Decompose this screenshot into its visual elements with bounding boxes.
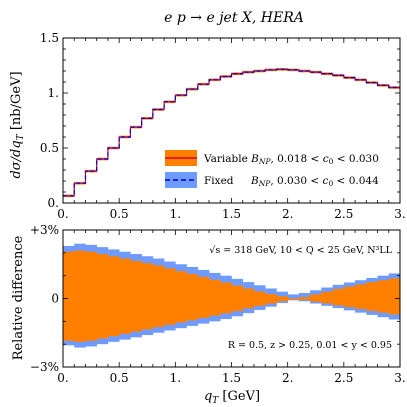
- bottom-band-variable-bin: [130, 260, 142, 332]
- top-x-tick-label: 1.: [170, 207, 181, 221]
- legend: Variable BNP, 0.018 < c0 < 0.030 Fixed B…: [165, 150, 379, 188]
- annotation-cuts: R = 0.5, z > 0.25, 0.01 < y < 0.95: [228, 340, 392, 351]
- bottom-x-tick-label: 1.5: [222, 371, 241, 385]
- bottom-band-variable-bin: [231, 285, 244, 312]
- bottom-panel-bands: [63, 243, 401, 348]
- top-series-line-fixed: [63, 68, 400, 197]
- bottom-band-variable-bin: [63, 251, 75, 341]
- bottom-band-variable-bin: [119, 258, 131, 334]
- top-x-tick-label: 0.: [57, 207, 68, 221]
- bottom-x-tick-label: 0.: [57, 371, 68, 385]
- top-y-tick-label: 0.5: [40, 141, 59, 155]
- bottom-band-variable-bin: [388, 278, 401, 315]
- bottom-band-variable-bin: [85, 251, 97, 341]
- legend-label-fixed: Fixed BNP, 0.030 < c0 < 0.044: [204, 175, 379, 188]
- annotation-kinematics: √s = 318 GeV, 10 < Q < 25 GeV, N³LL: [209, 245, 392, 256]
- top-y-tick-label: 1.: [48, 86, 59, 100]
- bottom-ylabel: Relative difference: [11, 235, 26, 360]
- bottom-band-variable-bin: [355, 284, 367, 310]
- bottom-x-tick-label: 3.: [394, 371, 405, 385]
- top-x-tick-label: 3.: [394, 207, 405, 221]
- bottom-y-tick-label: +3%: [30, 223, 59, 237]
- bottom-band-variable-bin: [197, 276, 210, 318]
- bottom-x-tick-label: 2.: [282, 371, 293, 385]
- bottom-band-variable-bin: [96, 253, 109, 339]
- bottom-band-variable-bin: [343, 286, 356, 308]
- bottom-band-variable-bin: [310, 294, 322, 302]
- bottom-band-variable-bin: [242, 288, 255, 309]
- bottom-x-tick-label: 2.5: [334, 371, 353, 385]
- top-x-tick-label: 2.5: [334, 207, 353, 221]
- top-x-tick-label: 2.: [282, 207, 293, 221]
- bottom-band-fixed-bin: [287, 294, 300, 301]
- bottom-band-variable-bin: [253, 291, 266, 306]
- x-axis-label: qT [GeV]: [204, 389, 260, 406]
- top-ylabel-text: dσ/dqT [nb/GeV]: [9, 71, 26, 178]
- bottom-band-variable-bin: [164, 268, 176, 325]
- top-y-tick-label: 1.5: [40, 31, 59, 45]
- top-ylabel: dσ/dqT [nb/GeV]: [9, 71, 26, 178]
- legend-label-variable: Variable BNP, 0.018 < c0 < 0.030: [203, 153, 379, 166]
- top-y-tick-label: 0.: [48, 196, 59, 210]
- top-panel-ticks: 0. 0.5 1. 1.5 2. 2.5 3. 0. 0.5 1. 1.5: [40, 31, 406, 221]
- bottom-x-tick-label: 1.: [170, 371, 181, 385]
- bottom-band-variable-bin: [366, 282, 378, 311]
- bottom-y-tick-label: −3%: [30, 360, 59, 374]
- bottom-band-variable-bin: [265, 293, 277, 304]
- bottom-band-variable-bin: [220, 282, 232, 314]
- top-x-tick-label: 0.5: [110, 207, 129, 221]
- bottom-band-variable-bin: [209, 279, 221, 316]
- chart-title: e p → e jet X, HERA: [164, 10, 304, 26]
- bottom-band-variable-bin: [141, 263, 154, 330]
- bottom-y-tick-label: 0: [51, 292, 59, 306]
- bottom-band-variable-bin: [107, 256, 120, 337]
- bottom-band-variable-bin: [298, 297, 311, 300]
- bottom-band-variable-bin: [152, 265, 165, 328]
- bottom-band-variable-bin: [377, 280, 390, 313]
- bottom-panel-ticks: 0. 0.5 1. 1.5 2. 2.5 3. −3% 0 +3%: [30, 223, 406, 385]
- bottom-band-variable-bin: [186, 273, 199, 321]
- top-panel-lines: [63, 68, 400, 197]
- top-x-tick-label: 1.5: [222, 207, 241, 221]
- bottom-band-variable-bin: [74, 250, 86, 342]
- bottom-band-variable-bin: [175, 271, 187, 323]
- bottom-band-variable-bin: [332, 288, 345, 306]
- bottom-band-variable-bin: [287, 298, 300, 300]
- bottom-x-tick-label: 0.5: [110, 371, 129, 385]
- bottom-band-variable-bin: [276, 296, 288, 302]
- bottom-band-variable-bin: [321, 291, 333, 304]
